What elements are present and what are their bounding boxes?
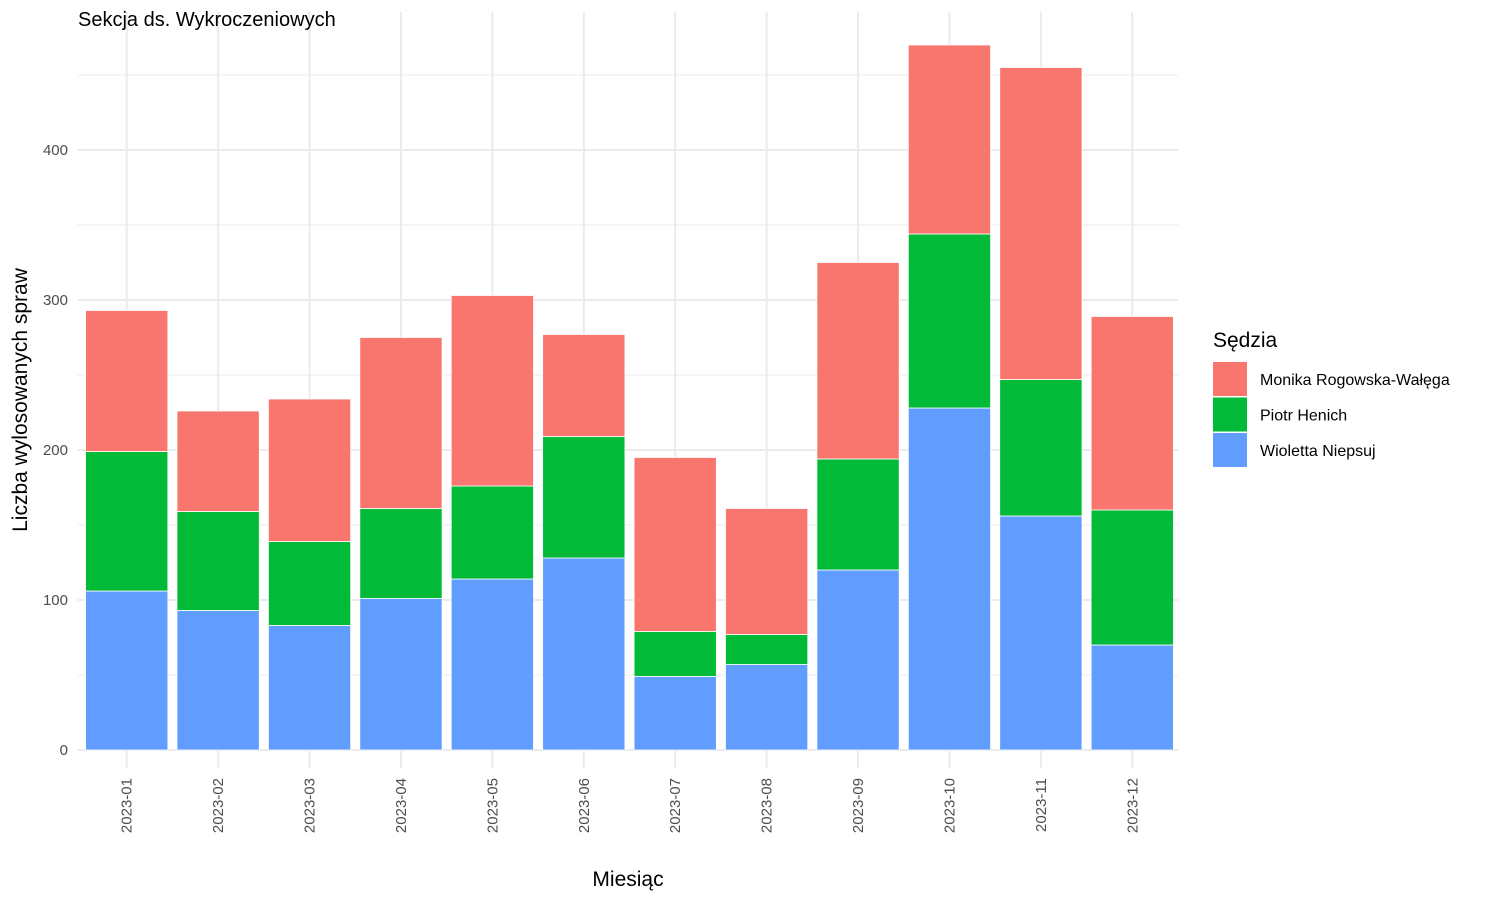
legend-key xyxy=(1213,433,1247,467)
bar-2023-12-monika-rogowska-wa-ga xyxy=(1090,316,1174,511)
bar-2023-05-monika-rogowska-wa-ga xyxy=(450,295,534,487)
bar-2023-10-monika-rogowska-wa-ga xyxy=(907,44,991,235)
bar-2023-01-monika-rogowska-wa-ga xyxy=(85,310,169,452)
y-tick-label: 300 xyxy=(43,292,68,309)
bar-2023-12-piotr-henich xyxy=(1090,509,1174,646)
bar-2023-06-wioletta-niepsuj xyxy=(542,557,626,751)
bar-2023-03-piotr-henich xyxy=(268,541,352,626)
chart-title: Sekcja ds. Wykroczeniowych xyxy=(78,9,336,31)
bar-2023-01-piotr-henich xyxy=(85,451,169,592)
bar-2023-04-wioletta-niepsuj xyxy=(359,598,443,751)
legend-key xyxy=(1213,397,1247,432)
bar-2023-10-wioletta-niepsuj xyxy=(907,407,991,751)
x-tick-label: 2023-09 xyxy=(850,778,867,833)
bar-2023-06-piotr-henich xyxy=(542,436,626,559)
bar-2023-07-monika-rogowska-wa-ga xyxy=(633,457,717,632)
bar-2023-05-wioletta-niepsuj xyxy=(450,578,534,751)
bar-2023-08-wioletta-niepsuj xyxy=(725,664,809,751)
legend-label: Monika Rogowska-Wałęga xyxy=(1260,372,1450,389)
legend-title: Sędzia xyxy=(1213,329,1278,352)
x-tick-label: 2023-08 xyxy=(759,778,776,833)
bar-2023-02-piotr-henich xyxy=(176,511,260,611)
bar-2023-09-piotr-henich xyxy=(816,458,900,571)
x-tick-label: 2023-03 xyxy=(302,778,319,833)
x-tick-label: 2023-07 xyxy=(667,778,684,833)
x-tick-label: 2023-04 xyxy=(393,778,410,833)
y-tick-label: 400 xyxy=(43,142,68,159)
bar-2023-04-monika-rogowska-wa-ga xyxy=(359,337,443,509)
bar-2023-05-piotr-henich xyxy=(450,485,534,580)
bar-2023-02-wioletta-niepsuj xyxy=(176,610,260,751)
bars xyxy=(85,44,1174,751)
bar-2023-08-piotr-henich xyxy=(725,634,809,665)
x-axis-ticks: 2023-01 2023-02 2023-03 2023-04 2023-05 2023-… xyxy=(119,778,1142,833)
y-axis-ticks: 0 100 200 300 400 xyxy=(43,142,68,759)
legend-label: Wioletta Niepsuj xyxy=(1260,443,1376,460)
bar-2023-04-piotr-henich xyxy=(359,508,443,599)
x-tick-label: 2023-10 xyxy=(941,778,958,833)
bar-2023-03-monika-rogowska-wa-ga xyxy=(268,398,352,542)
bar-2023-02-monika-rogowska-wa-ga xyxy=(176,410,260,512)
legend: Sędzia Monika Rogowska-Wałęga Piotr Henic… xyxy=(1213,329,1450,467)
x-tick-label: 2023-05 xyxy=(484,778,501,833)
y-axis-title: Liczba wylosowanych spraw xyxy=(9,267,32,532)
x-tick-label: 2023-06 xyxy=(576,778,593,833)
bar-2023-11-piotr-henich xyxy=(999,379,1083,517)
legend-label: Piotr Henich xyxy=(1260,408,1347,425)
bar-2023-11-wioletta-niepsuj xyxy=(999,515,1083,751)
bar-2023-09-monika-rogowska-wa-ga xyxy=(816,262,900,460)
bar-2023-01-wioletta-niepsuj xyxy=(85,590,169,751)
x-tick-label: 2023-12 xyxy=(1124,778,1141,833)
bar-2023-07-piotr-henich xyxy=(633,631,717,677)
bar-2023-10-piotr-henich xyxy=(907,233,991,409)
bar-2023-12-wioletta-niepsuj xyxy=(1090,644,1174,751)
y-tick-label: 0 xyxy=(60,742,68,759)
bar-2023-09-wioletta-niepsuj xyxy=(816,569,900,751)
x-tick-label: 2023-11 xyxy=(1033,778,1050,832)
bar-2023-08-monika-rogowska-wa-ga xyxy=(725,508,809,635)
x-tick-label: 2023-02 xyxy=(210,778,227,833)
x-tick-label: 2023-01 xyxy=(119,778,136,833)
bar-2023-03-wioletta-niepsuj xyxy=(268,625,352,751)
bar-2023-06-monika-rogowska-wa-ga xyxy=(542,334,626,437)
y-tick-label: 100 xyxy=(43,592,68,609)
bar-2023-07-wioletta-niepsuj xyxy=(633,676,717,751)
legend-key xyxy=(1213,362,1247,396)
bar-2023-11-monika-rogowska-wa-ga xyxy=(999,67,1083,380)
x-axis-title: Miesiąc xyxy=(592,868,663,891)
y-tick-label: 200 xyxy=(43,442,68,459)
